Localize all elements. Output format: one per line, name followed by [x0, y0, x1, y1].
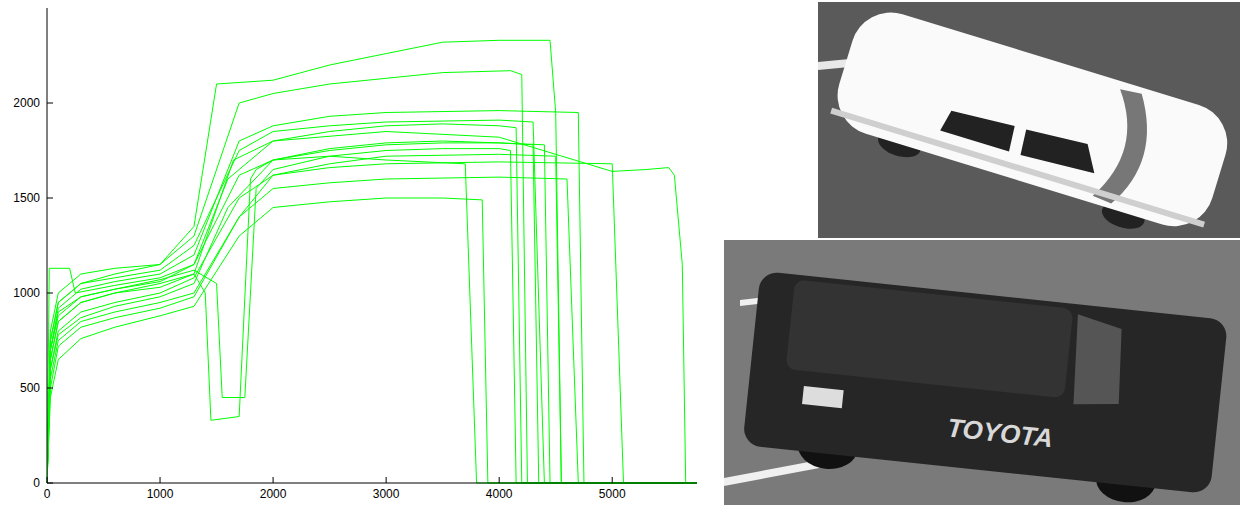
series-line	[47, 71, 697, 483]
y-tick-label: 1500	[13, 191, 40, 205]
photo-suv: TOYOTA	[724, 240, 1240, 507]
x-tick	[386, 477, 387, 483]
suv: TOYOTA	[741, 271, 1228, 507]
series-line	[47, 132, 697, 484]
x-tick	[160, 477, 161, 483]
series-line	[47, 162, 697, 483]
series-group	[47, 40, 697, 483]
y-tick-label: 0	[33, 476, 40, 490]
y-tick	[47, 293, 53, 294]
road	[818, 2, 1240, 238]
series-line	[47, 120, 697, 483]
series-line	[47, 154, 697, 483]
x-tick-label: 5000	[599, 487, 626, 501]
suv-roof	[786, 280, 1074, 399]
trim	[830, 108, 1205, 228]
x-tick	[499, 477, 500, 483]
series-line	[47, 198, 697, 483]
white-car	[823, 3, 1237, 251]
series-line	[47, 143, 697, 483]
photo-white-car	[818, 2, 1240, 250]
y-tick	[47, 388, 53, 389]
x-tick	[273, 477, 274, 483]
windshield	[1068, 314, 1127, 409]
x-axis	[47, 483, 697, 484]
x-tick-label: 2000	[260, 487, 287, 501]
y-tick-label: 2000	[13, 96, 40, 110]
x-tick-label: 1000	[147, 487, 174, 501]
x-tick-label: 0	[44, 487, 51, 501]
x-tick-label: 3000	[373, 487, 400, 501]
y-tick	[47, 483, 53, 484]
y-tick	[47, 103, 53, 104]
series-line	[47, 111, 697, 483]
series-line	[47, 156, 697, 483]
x-tick	[47, 477, 48, 483]
x-tick-label: 4000	[486, 487, 513, 501]
x-tick	[612, 477, 613, 483]
series-line	[47, 149, 697, 483]
suv-text: TOYOTA	[946, 412, 1054, 453]
y-tick-label: 500	[20, 381, 40, 395]
suv-body	[742, 271, 1228, 494]
y-axis	[47, 8, 48, 483]
series-line	[47, 124, 697, 483]
series-line	[47, 177, 697, 483]
sticker	[802, 386, 844, 408]
road	[724, 240, 1240, 505]
series-line	[47, 40, 697, 483]
series-line	[47, 141, 697, 483]
y-tick-label: 1000	[13, 286, 40, 300]
y-tick	[47, 198, 53, 199]
car-body	[828, 3, 1238, 237]
